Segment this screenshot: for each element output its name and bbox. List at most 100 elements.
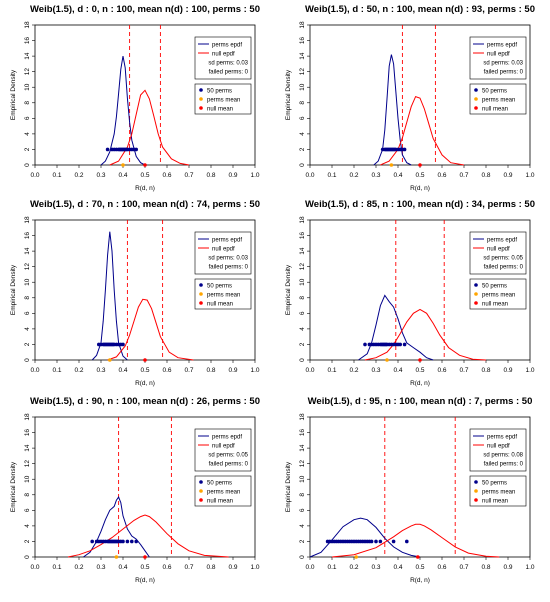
y-tick-label: 4 bbox=[24, 132, 31, 136]
x-tick-label: 0.7 bbox=[459, 564, 468, 571]
perms-mean-point bbox=[389, 163, 394, 167]
legend-marker bbox=[474, 498, 478, 502]
x-tick-label: 0.6 bbox=[437, 564, 446, 571]
legend-label: null epdf bbox=[212, 52, 235, 58]
y-tick-label: 8 bbox=[299, 493, 306, 497]
x-tick-label: 0.3 bbox=[371, 172, 380, 179]
y-tick-label: 6 bbox=[299, 311, 306, 315]
y-tick-label: 12 bbox=[299, 263, 306, 271]
x-tick-label: 0.3 bbox=[96, 564, 105, 571]
legend-label: perms mean bbox=[482, 490, 515, 496]
y-tick-label: 4 bbox=[299, 132, 306, 136]
perm-point bbox=[130, 539, 134, 544]
perm-point bbox=[369, 539, 374, 544]
y-tick-label: 16 bbox=[24, 37, 31, 45]
y-tick-label: 16 bbox=[24, 232, 31, 240]
y-tick-label: 18 bbox=[299, 216, 306, 224]
x-axis-label: R(d, n) bbox=[410, 185, 430, 192]
y-tick-label: 0 bbox=[299, 163, 306, 167]
null-mean-point bbox=[416, 555, 420, 559]
legend-points-box bbox=[469, 475, 527, 507]
legend-label: null epdf bbox=[487, 247, 510, 253]
x-tick-label: 0.6 bbox=[162, 367, 171, 374]
perms-mean-point bbox=[108, 358, 112, 362]
legend-marker bbox=[199, 498, 203, 502]
x-tick-label: 0.1 bbox=[52, 564, 61, 571]
y-tick-label: 18 bbox=[24, 413, 31, 421]
x-tick-label: 0.0 bbox=[305, 172, 314, 179]
x-tick-label: 0.5 bbox=[140, 172, 149, 179]
x-tick-label: 0.7 bbox=[184, 172, 193, 179]
x-tick-label: 0.1 bbox=[327, 367, 336, 374]
perm-point bbox=[134, 147, 138, 152]
y-axis-label: Empirical Density bbox=[285, 69, 292, 120]
x-tick-label: 0.0 bbox=[30, 172, 39, 179]
x-tick-label: 0.4 bbox=[118, 172, 127, 179]
x-tick-label: 0.1 bbox=[52, 172, 61, 179]
x-tick-label: 0.9 bbox=[503, 564, 512, 571]
legend-stat-label: sd perms: 0.08 bbox=[483, 453, 523, 459]
legend-stat-label: failed perms: 0 bbox=[484, 265, 524, 271]
y-tick-label: 10 bbox=[24, 83, 31, 91]
y-tick-label: 4 bbox=[24, 524, 31, 528]
y-tick-label: 4 bbox=[299, 524, 306, 528]
chart-panel-2: Weib(1.5), d : 50, n : 100, mean n(d) : … bbox=[285, 4, 535, 192]
legend-marker bbox=[474, 489, 478, 493]
x-tick-label: 0.4 bbox=[393, 367, 402, 374]
chart-panel-4: Weib(1.5), d : 85, n : 100, mean n(d) : … bbox=[285, 199, 535, 387]
legend-stat-label: sd perms: 0.05 bbox=[208, 453, 248, 459]
chart-title: Weib(1.5), d : 90, n : 100, mean n(d) : … bbox=[30, 396, 260, 407]
x-tick-label: 0.7 bbox=[459, 367, 468, 374]
null-epdf-line bbox=[107, 298, 194, 361]
x-tick-label: 0.9 bbox=[228, 564, 237, 571]
y-tick-label: 14 bbox=[24, 247, 31, 255]
legend-stat-label: sd perms: 0.03 bbox=[483, 61, 523, 67]
x-tick-label: 0.1 bbox=[327, 564, 336, 571]
x-tick-label: 0.3 bbox=[96, 367, 105, 374]
legend-label: null mean bbox=[207, 499, 233, 505]
x-tick-label: 0.4 bbox=[118, 367, 127, 374]
y-tick-label: 10 bbox=[299, 278, 306, 286]
x-tick-label: 0.3 bbox=[371, 367, 380, 374]
chart-panel-3: Weib(1.5), d : 70, n : 100, mean n(d) : … bbox=[10, 199, 260, 387]
y-tick-label: 4 bbox=[24, 327, 31, 331]
legend-marker bbox=[199, 88, 203, 92]
y-tick-label: 16 bbox=[299, 37, 306, 45]
legend-points-box bbox=[194, 278, 252, 310]
y-tick-label: 0 bbox=[24, 163, 31, 167]
null-epdf-line bbox=[380, 95, 465, 166]
legend-label: 50 perms bbox=[207, 89, 232, 95]
legend-marker bbox=[199, 106, 203, 110]
y-tick-label: 8 bbox=[299, 101, 306, 105]
legend-label: perms mean bbox=[482, 293, 515, 299]
y-tick-label: 10 bbox=[299, 83, 306, 91]
legend-label: 50 perms bbox=[482, 284, 507, 290]
x-tick-label: 1.0 bbox=[525, 172, 534, 179]
legend-label: perms epdf bbox=[487, 435, 517, 441]
legend-marker bbox=[474, 292, 478, 296]
chart-title: Weib(1.5), d : 70, n : 100, mean n(d) : … bbox=[30, 199, 260, 210]
legend-label: perms mean bbox=[207, 98, 240, 104]
y-axis-label: Empirical Density bbox=[10, 69, 17, 120]
perm-point bbox=[405, 539, 409, 544]
x-tick-label: 0.0 bbox=[305, 367, 314, 374]
y-tick-label: 18 bbox=[299, 413, 306, 421]
legend-label: null mean bbox=[207, 107, 233, 113]
y-tick-label: 10 bbox=[299, 475, 306, 483]
x-tick-label: 0.2 bbox=[74, 367, 83, 374]
chart-title: Weib(1.5), d : 85, n : 100, mean n(d) : … bbox=[305, 199, 535, 210]
perm-point bbox=[402, 147, 407, 152]
perm-point bbox=[398, 342, 403, 347]
perm-point bbox=[363, 342, 367, 347]
y-tick-label: 16 bbox=[24, 429, 31, 437]
y-tick-label: 12 bbox=[299, 460, 306, 468]
y-axis-label: Empirical Density bbox=[10, 461, 17, 512]
x-axis-label: R(d, n) bbox=[135, 185, 155, 192]
y-tick-label: 14 bbox=[299, 52, 306, 60]
x-tick-label: 0.6 bbox=[162, 172, 171, 179]
null-mean-point bbox=[143, 163, 147, 167]
y-tick-label: 6 bbox=[299, 116, 306, 120]
perms-mean-point bbox=[114, 555, 119, 559]
y-tick-label: 2 bbox=[299, 147, 306, 151]
x-tick-label: 0.1 bbox=[327, 172, 336, 179]
